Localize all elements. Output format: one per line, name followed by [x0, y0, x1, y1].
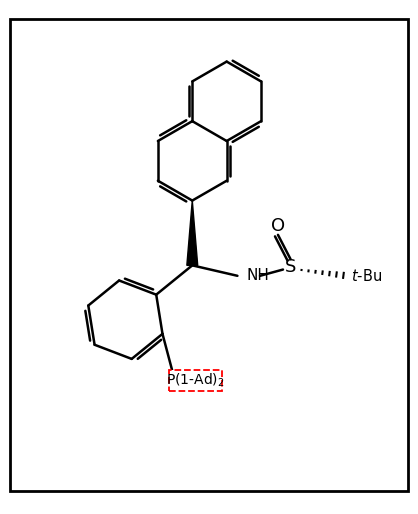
Polygon shape — [187, 200, 198, 265]
FancyBboxPatch shape — [169, 370, 222, 391]
Text: O: O — [271, 216, 285, 235]
Text: P(1-Ad)$_2$: P(1-Ad)$_2$ — [166, 372, 225, 389]
Text: $\it{t}$-Bu: $\it{t}$-Bu — [351, 268, 382, 284]
Text: S: S — [285, 259, 296, 277]
Text: NH: NH — [247, 268, 270, 283]
